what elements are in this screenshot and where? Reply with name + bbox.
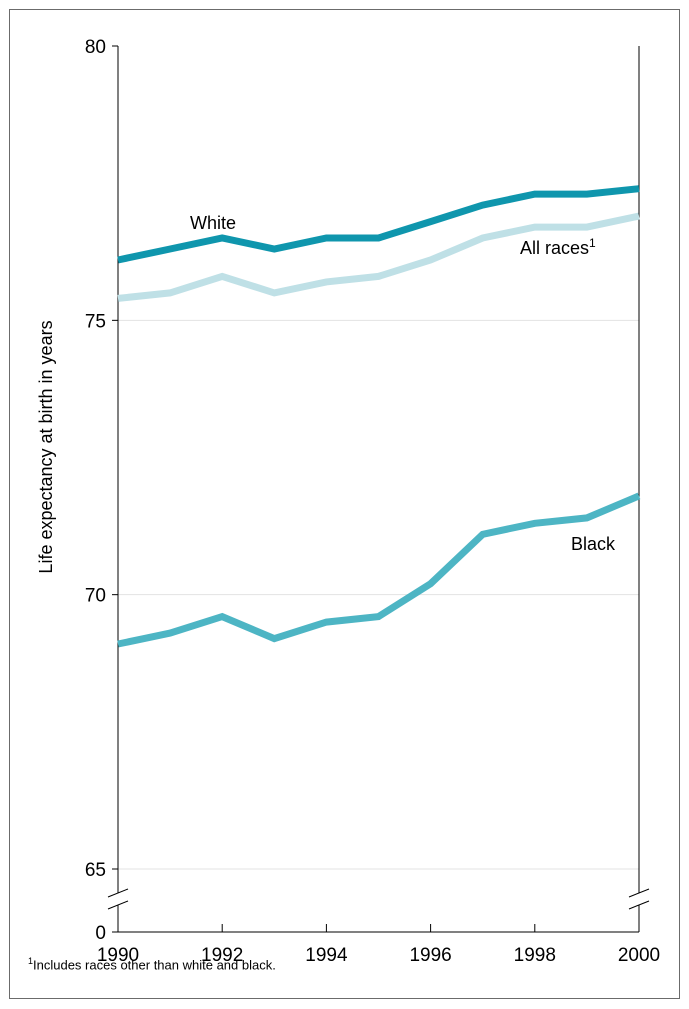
y-tick-label-75: 75 <box>85 311 106 332</box>
y-tick-label-0: 0 <box>95 923 106 944</box>
x-tick-labels: 1990 1992 1994 1996 1998 2000 <box>97 945 660 966</box>
axis-break-mark-right-2 <box>628 900 650 910</box>
chart-frame <box>9 9 680 999</box>
series-line-white <box>117 185 640 264</box>
y-tick-label-65: 65 <box>85 860 106 881</box>
footnote-text: Includes races other than white and blac… <box>33 957 276 973</box>
x-tick-label-1998: 1998 <box>514 945 556 966</box>
series-label-all-races-sup: 1 <box>589 236 596 250</box>
series-label-all-races: All races1 <box>520 236 596 258</box>
series-label-all-races-text: All races <box>520 238 589 258</box>
axis-break-mark-left-2 <box>107 900 129 910</box>
series-label-white: White <box>190 213 236 233</box>
y-tick-label-70: 70 <box>85 586 106 607</box>
axis-break-mark-left-1 <box>107 888 129 898</box>
y-axis-label: Life expectancy at birth in years <box>36 320 56 573</box>
axes <box>107 45 650 933</box>
x-tick-label-1994: 1994 <box>305 945 348 966</box>
y-tick-labels: 80 75 70 65 0 <box>85 37 106 944</box>
y-tick-label-80: 80 <box>85 37 106 58</box>
footnote-marker: 1 <box>28 956 34 966</box>
x-tick-label-1996: 1996 <box>409 945 451 966</box>
series-line-all-races <box>117 212 640 302</box>
x-tick-label-1990: 1990 <box>97 945 139 966</box>
series-line-black <box>117 492 641 648</box>
series-lines <box>117 185 641 648</box>
x-tick-label-2000: 2000 <box>618 945 660 966</box>
series-label-black: Black <box>571 534 616 554</box>
x-tick-label-1992: 1992 <box>201 945 243 966</box>
axis-break-mark-right-1 <box>628 888 650 898</box>
footnote: 1Includes races other than white and bla… <box>28 956 276 972</box>
gridlines <box>118 319 639 870</box>
